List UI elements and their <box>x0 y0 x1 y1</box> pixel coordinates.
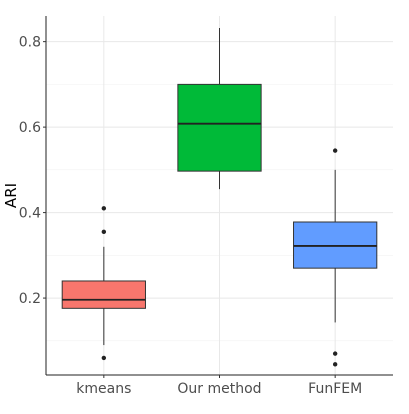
box-funfem <box>293 148 378 367</box>
x-tick-label: Our method <box>177 381 261 397</box>
outlier-point <box>101 355 107 361</box>
x-tick-label: FunFEM <box>308 381 362 397</box>
y-tick-label: 0.6 <box>19 120 41 136</box>
box-kmeans <box>61 206 146 361</box>
outlier-point <box>332 362 338 367</box>
y-tick-label: 0.8 <box>19 35 41 51</box>
box-our-method <box>177 27 262 190</box>
box-series <box>61 27 378 367</box>
outlier-point <box>101 206 107 211</box>
y-tick-label: 0.4 <box>19 206 41 222</box>
box-body <box>177 83 262 172</box>
x-axis-ticks: kmeans Our method FunFEM <box>76 375 362 397</box>
y-axis-ticks: 0.2 0.4 0.6 0.8 <box>19 35 46 307</box>
y-tick-label: 0.2 <box>19 291 41 307</box>
box-body <box>61 280 146 309</box>
x-tick-label: kmeans <box>76 381 131 397</box>
outlier-point <box>332 148 338 153</box>
y-axis-label: ARI <box>2 183 20 208</box>
outlier-point <box>101 229 107 235</box>
outlier-point <box>332 351 338 356</box>
